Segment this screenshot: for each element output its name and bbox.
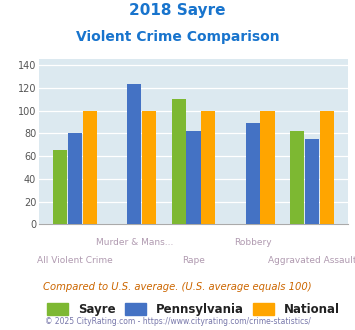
Bar [53,150,67,224]
Bar [68,133,82,224]
Bar [201,111,215,224]
Text: Robbery: Robbery [234,238,272,247]
Bar [171,99,186,224]
Bar [305,139,319,224]
Text: Aggravated Assault: Aggravated Assault [268,256,355,265]
Bar [127,84,141,224]
Bar [290,131,304,224]
Legend: Sayre, Pennsylvania, National: Sayre, Pennsylvania, National [43,298,344,321]
Text: 2018 Sayre: 2018 Sayre [129,3,226,18]
Bar [320,111,334,224]
Bar [186,131,201,224]
Text: © 2025 CityRating.com - https://www.cityrating.com/crime-statistics/: © 2025 CityRating.com - https://www.city… [45,317,310,326]
Bar [142,111,156,224]
Text: All Violent Crime: All Violent Crime [37,256,113,265]
Bar [261,111,275,224]
Bar [83,111,97,224]
Bar [246,123,260,224]
Text: Compared to U.S. average. (U.S. average equals 100): Compared to U.S. average. (U.S. average … [43,282,312,292]
Text: Rape: Rape [182,256,205,265]
Text: Murder & Mans...: Murder & Mans... [95,238,173,247]
Text: Violent Crime Comparison: Violent Crime Comparison [76,30,279,44]
